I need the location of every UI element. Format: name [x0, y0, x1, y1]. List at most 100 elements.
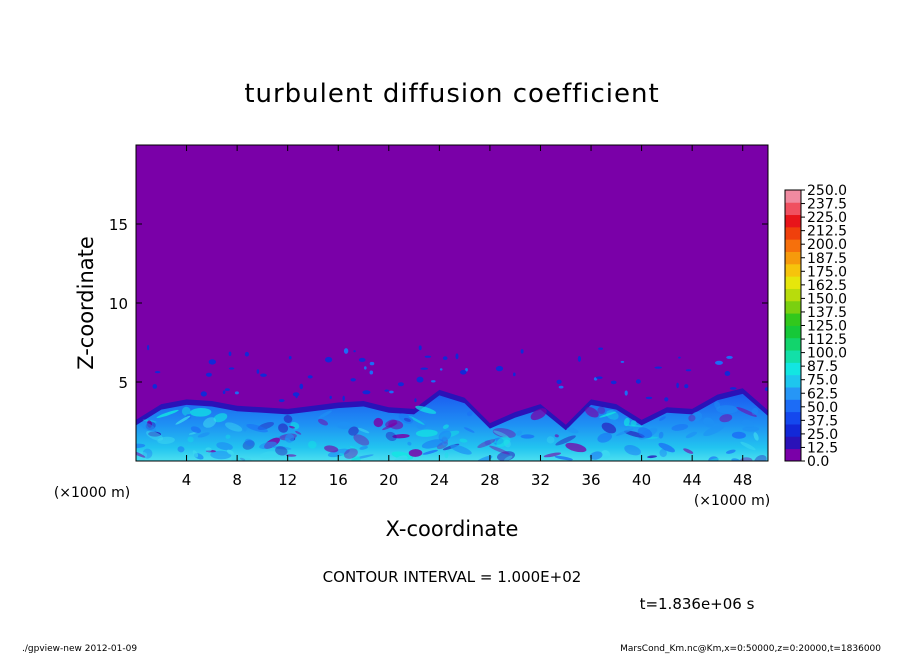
colorbar-label: 100.0: [807, 346, 847, 362]
x-tick-label: 36: [581, 471, 600, 489]
colorbar-swatch: [785, 202, 801, 216]
turbulence-blob: [369, 361, 375, 366]
footer-right: MarsCond_Km.nc@Km,x=0:50000,z=0:20000,t=…: [620, 644, 881, 654]
y-axis-unit: (×1000 m): [54, 485, 130, 501]
colorbar-label: 37.5: [807, 413, 838, 429]
colorbar: 0.012.525.037.550.062.575.087.5100.0112.…: [784, 183, 847, 470]
turbulence-streak: [373, 417, 383, 428]
turbulence-blob: [288, 356, 292, 360]
turbulence-streak: [136, 451, 148, 461]
colorbar-swatch: [785, 214, 801, 228]
turbulence-streak: [146, 430, 164, 441]
turbulence-streak: [688, 414, 696, 422]
turbulence-streak: [463, 427, 475, 433]
colorbar-label: 137.5: [807, 305, 847, 321]
turbulence-streak: [438, 430, 452, 442]
turbulence-streak: [450, 444, 472, 455]
turbulence-streak: [343, 448, 358, 459]
turbulence-streak: [408, 415, 425, 425]
turbulence-blob: [495, 365, 504, 372]
turbulence-streak: [327, 448, 350, 458]
turbulence-streak: [658, 442, 675, 453]
turbulence-streak: [246, 424, 268, 433]
turbulence-blob: [424, 355, 432, 358]
time-label: t=1.836e+06 s: [640, 595, 755, 613]
turbulence-streak: [625, 424, 643, 427]
turbulence-streak: [205, 447, 212, 452]
turbulence-blob: [715, 360, 723, 365]
turbulence-streak: [317, 418, 329, 426]
x-tick-label: 4: [182, 471, 192, 489]
turbulence-streak: [349, 445, 358, 451]
turbulence-streak: [181, 406, 191, 416]
turbulence-blob: [228, 367, 235, 370]
turbulence-blob: [369, 370, 374, 375]
colorbar-label: 50.0: [807, 400, 838, 416]
turbulence-streak: [623, 417, 630, 427]
colorbar-swatch: [785, 424, 801, 437]
turbulence-streak: [554, 434, 559, 438]
turbulence-streak: [516, 430, 523, 436]
turbulence-streak: [259, 451, 279, 459]
turbulence-streak: [353, 434, 370, 446]
turbulence-blob: [664, 397, 669, 402]
turbulence-streak: [554, 455, 573, 461]
turbulence-streak: [496, 436, 511, 447]
turbulence-blob: [420, 367, 429, 370]
turbulence-streak: [624, 430, 645, 438]
turbulence-streak: [156, 409, 179, 418]
turbulence-streak: [210, 450, 232, 460]
turbulence-blob: [154, 371, 161, 374]
contour-interval-label: CONTOUR INTERVAL = 1.000E+02: [323, 568, 582, 586]
mixed-layer-inner: [136, 393, 768, 461]
turbulence-streak: [493, 430, 509, 438]
turbulence-streak: [754, 454, 767, 461]
turbulence-streak: [658, 431, 664, 439]
turbulence-streak: [392, 434, 410, 439]
turbulence-blob: [610, 380, 617, 385]
turbulence-blob: [278, 399, 285, 403]
colorbar-swatch: [785, 288, 801, 302]
x-tick-label: 24: [430, 471, 449, 489]
turbulence-streak: [459, 438, 468, 443]
turbulence-blob: [353, 350, 356, 353]
turbulence-streak: [690, 411, 703, 422]
turbulence-streak: [520, 434, 535, 439]
turbulence-streak: [703, 417, 715, 428]
colorbar-label: 162.5: [807, 278, 847, 294]
turbulence-streak: [489, 445, 510, 455]
turbulence-blob: [442, 356, 448, 361]
turbulence-blob: [416, 376, 424, 383]
colorbar-swatch: [785, 399, 801, 413]
turbulence-blob: [764, 387, 768, 391]
x-axis: 4 8 12 16 20 24 28 32 36 40 44 48: [182, 145, 752, 489]
turbulence-streak: [408, 449, 423, 457]
x-tick-label: 48: [733, 471, 752, 489]
colorbar-label: 150.0: [807, 291, 847, 307]
turbulence-streak: [244, 438, 254, 447]
y-axis: 5 10 15: [109, 216, 768, 392]
turbulence-streak: [466, 411, 473, 417]
turbulence-streak: [324, 445, 339, 453]
colorbar-swatch: [785, 313, 801, 326]
turbulence-blob: [654, 366, 662, 369]
turbulence-streak: [278, 423, 289, 433]
turbulence-blob: [685, 369, 692, 372]
turbulence-blob: [635, 379, 641, 384]
colorbar-label: 175.0: [807, 264, 847, 280]
turbulence-blob: [350, 378, 356, 382]
turbulence-streak: [136, 450, 146, 458]
turbulence-streak: [496, 451, 516, 461]
turbulence-blob: [676, 382, 679, 389]
turbulence-streak: [601, 422, 617, 434]
turbulence-streak: [142, 448, 153, 459]
x-axis-unit: (×1000 m): [694, 493, 770, 509]
colorbar-swatch: [785, 374, 801, 388]
turbulence-blob: [724, 371, 731, 376]
turbulence-streak: [348, 426, 359, 436]
turbulence-blob: [299, 383, 304, 390]
colorbar-label: 25.0: [807, 427, 838, 443]
turbulence-streak: [490, 439, 497, 444]
turbulence-blob: [465, 368, 468, 372]
